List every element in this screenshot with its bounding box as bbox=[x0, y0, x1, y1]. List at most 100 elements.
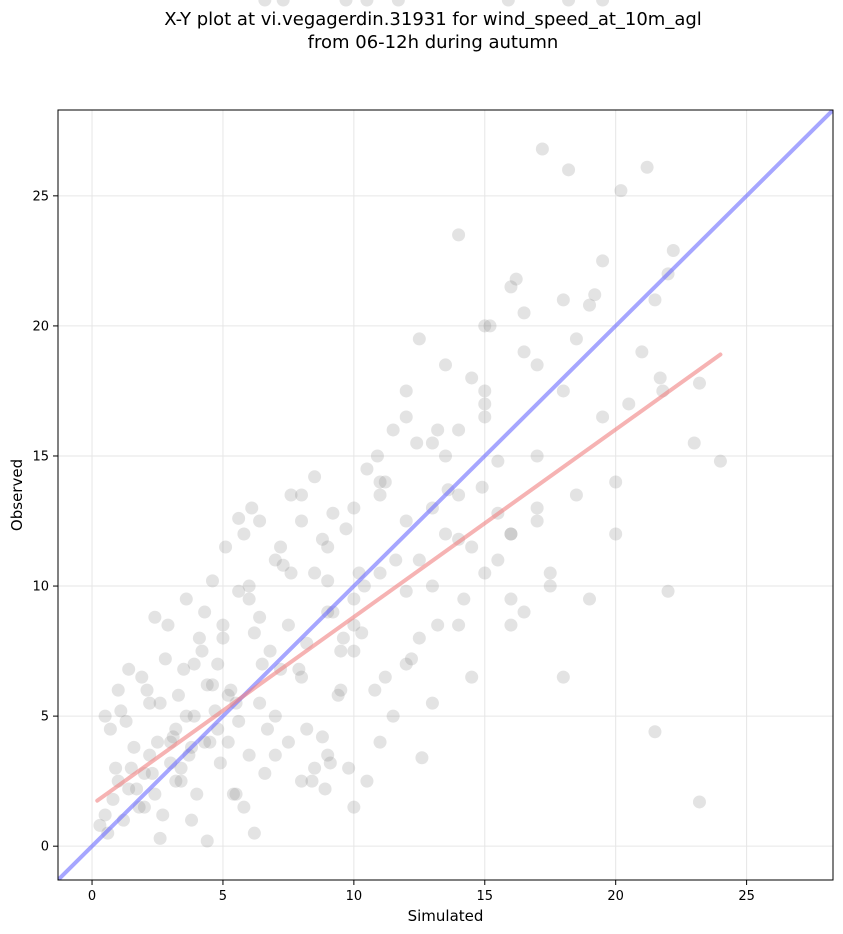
data-point bbox=[347, 800, 361, 814]
data-point bbox=[368, 683, 382, 697]
data-point bbox=[635, 345, 649, 359]
data-point bbox=[169, 722, 183, 736]
data-point bbox=[177, 662, 191, 676]
data-point bbox=[281, 618, 295, 632]
data-point bbox=[140, 683, 154, 697]
data-point bbox=[425, 696, 439, 710]
plot-frame bbox=[57, 109, 834, 881]
data-point bbox=[478, 384, 492, 398]
data-point bbox=[347, 592, 361, 606]
data-point bbox=[253, 610, 267, 624]
data-point bbox=[294, 774, 308, 788]
data-point bbox=[276, 558, 290, 572]
data-point bbox=[245, 501, 259, 515]
data-point bbox=[530, 449, 544, 463]
data-point bbox=[187, 709, 201, 723]
data-point bbox=[373, 735, 387, 749]
data-point bbox=[543, 566, 557, 580]
data-point bbox=[504, 592, 518, 606]
data-point bbox=[596, 0, 610, 7]
data-point bbox=[247, 826, 261, 840]
data-point bbox=[399, 514, 413, 528]
data-point bbox=[211, 657, 225, 671]
data-point bbox=[200, 678, 214, 692]
x-tick-label: 10 bbox=[346, 889, 363, 904]
data-point bbox=[109, 761, 123, 775]
data-point bbox=[373, 488, 387, 502]
data-point bbox=[478, 566, 492, 580]
y-tick-label: 20 bbox=[32, 319, 49, 334]
data-point bbox=[609, 527, 623, 541]
data-point bbox=[200, 834, 214, 848]
data-point bbox=[648, 725, 662, 739]
data-point bbox=[562, 0, 576, 7]
data-point bbox=[205, 574, 219, 588]
data-point bbox=[122, 782, 136, 796]
data-point bbox=[339, 522, 353, 536]
ticks: 0 5 10 15 20 25 0 5 10 15 20 25 bbox=[32, 189, 754, 904]
data-point bbox=[174, 774, 188, 788]
data-point bbox=[556, 384, 570, 398]
data-point bbox=[596, 410, 610, 424]
data-point bbox=[305, 774, 319, 788]
data-point bbox=[169, 774, 183, 788]
data-point bbox=[556, 670, 570, 684]
data-point bbox=[119, 714, 133, 728]
data-point bbox=[334, 644, 348, 658]
data-point bbox=[504, 527, 518, 541]
data-point bbox=[156, 808, 170, 822]
data-point bbox=[232, 714, 246, 728]
data-point bbox=[205, 678, 219, 692]
chart-title: X-Y plot at vi.vegagerdin.31931 for wind… bbox=[164, 9, 702, 53]
data-point bbox=[491, 454, 505, 468]
data-point bbox=[242, 748, 256, 762]
data-point bbox=[504, 618, 518, 632]
data-point bbox=[648, 293, 662, 307]
y-axis-label: Observed bbox=[8, 459, 26, 531]
data-point bbox=[187, 657, 201, 671]
data-point bbox=[232, 511, 246, 525]
data-point bbox=[216, 618, 230, 632]
data-point bbox=[386, 709, 400, 723]
data-point bbox=[535, 142, 549, 156]
x-tick-label: 15 bbox=[477, 889, 494, 904]
data-point bbox=[504, 280, 518, 294]
data-point bbox=[216, 631, 230, 645]
data-point bbox=[321, 574, 335, 588]
data-point bbox=[292, 662, 306, 676]
data-point bbox=[308, 470, 322, 484]
data-point bbox=[501, 0, 515, 7]
data-point bbox=[203, 735, 217, 749]
data-point bbox=[370, 449, 384, 463]
x-tick-label: 5 bbox=[219, 889, 227, 904]
data-point bbox=[294, 670, 308, 684]
data-point bbox=[556, 293, 570, 307]
data-point bbox=[294, 488, 308, 502]
data-point bbox=[475, 480, 489, 494]
data-point bbox=[258, 0, 272, 7]
data-point bbox=[323, 756, 337, 770]
data-point bbox=[179, 709, 193, 723]
data-point bbox=[150, 735, 164, 749]
data-point bbox=[457, 592, 471, 606]
data-point bbox=[308, 761, 322, 775]
data-point bbox=[653, 371, 667, 385]
data-point bbox=[213, 756, 227, 770]
data-point bbox=[360, 774, 374, 788]
data-point bbox=[195, 644, 209, 658]
data-point bbox=[276, 0, 290, 7]
data-point bbox=[321, 748, 335, 762]
data-point bbox=[221, 735, 235, 749]
data-point bbox=[145, 766, 159, 780]
data-point bbox=[237, 800, 251, 814]
data-point bbox=[98, 808, 112, 822]
data-point bbox=[509, 272, 523, 286]
data-point bbox=[478, 319, 492, 333]
data-point bbox=[281, 735, 295, 749]
data-point bbox=[158, 652, 172, 666]
data-point bbox=[103, 722, 117, 736]
data-point bbox=[692, 795, 706, 809]
data-point bbox=[391, 0, 405, 7]
data-point bbox=[318, 782, 332, 796]
data-point bbox=[268, 553, 282, 567]
